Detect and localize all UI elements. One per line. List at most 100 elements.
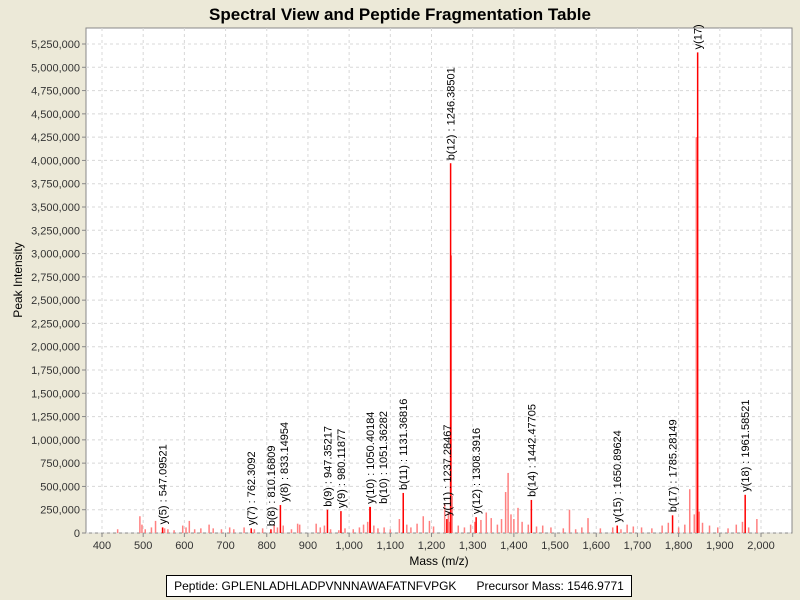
- x-axis: 400 500 600 700 800 900 1,000 1,100 1,200 1,300 1,…: [93, 533, 775, 552]
- y-tick-label: 1,750,000: [31, 365, 80, 377]
- peak: [422, 516, 425, 533]
- peak: [212, 528, 214, 533]
- x-tick-label: 1,600: [582, 540, 610, 552]
- peak: [574, 529, 577, 533]
- x-tick-label: 800: [258, 540, 276, 552]
- annotated-peak: [270, 529, 272, 533]
- peak: [352, 529, 354, 533]
- y-tick-label: 250,000: [40, 505, 80, 517]
- x-tick-label: 400: [93, 540, 111, 552]
- annotations: y(5) : 547.09521 y(7) : 762.3092 b(8) : 81…: [158, 24, 753, 526]
- y-tick-label: 4,250,000: [31, 132, 80, 144]
- peptide-sequence: Peptide: GPLENLADHLADPVNNNAWAFATNFVPGK: [174, 579, 457, 593]
- peak: [550, 527, 552, 533]
- chart-title: Spectral View and Peptide Fragmentation …: [209, 5, 591, 24]
- peak: [581, 527, 583, 533]
- peak: [228, 527, 231, 533]
- peak: [173, 530, 175, 533]
- peak-annotation: y(8) : 833.14954: [279, 422, 291, 502]
- peak-annotation: y(9) : 980.11877: [336, 429, 348, 508]
- peak: [338, 530, 340, 533]
- y-axis-label: Peak Intensity: [11, 242, 25, 317]
- x-tick-label: 1,900: [706, 540, 734, 552]
- peak: [535, 526, 538, 533]
- peak: [253, 529, 256, 533]
- annotated-peak: [475, 517, 477, 533]
- peak: [727, 528, 729, 533]
- peak-annotation: y(10) : 1050.40184: [365, 412, 377, 504]
- annotated-peak: [340, 511, 342, 533]
- peak: [640, 527, 643, 533]
- peak: [383, 527, 385, 533]
- peak: [741, 521, 744, 533]
- peak-annotation: y(5) : 547.09521: [158, 444, 170, 524]
- y-tick-label: 4,750,000: [31, 86, 80, 98]
- y-tick-label: 1,000,000: [31, 435, 80, 447]
- peak: [193, 529, 196, 533]
- peak: [410, 527, 412, 533]
- peak-annotation: y(12) : 1308.3916: [471, 428, 483, 514]
- peak: [323, 525, 326, 533]
- peak: [416, 523, 418, 533]
- peak: [480, 519, 482, 533]
- peak: [496, 524, 499, 533]
- peak-annotation: b(9) : 947.35217: [322, 426, 334, 507]
- y-tick-label: 5,000,000: [31, 62, 80, 74]
- legend-box: Peptide: GPLENLADHLADPVNNNAWAFATNFVPGK P…: [166, 575, 632, 597]
- peak: [717, 527, 719, 533]
- annotated-peak: [161, 527, 164, 533]
- peak: [366, 521, 369, 533]
- peak: [282, 525, 284, 533]
- peak: [344, 528, 346, 533]
- peak: [747, 527, 750, 533]
- peak: [150, 527, 153, 533]
- peak: [144, 529, 146, 533]
- peak: [443, 503, 446, 533]
- peak: [208, 524, 210, 533]
- peak: [620, 529, 622, 533]
- peak: [319, 527, 322, 533]
- peak: [296, 523, 299, 533]
- peak: [406, 524, 408, 533]
- peak: [661, 525, 663, 533]
- peak: [398, 519, 401, 533]
- y-tick-label: 2,000,000: [31, 342, 80, 354]
- peak: [611, 527, 614, 533]
- peak: [469, 524, 472, 533]
- peak: [298, 524, 301, 533]
- peak: [599, 528, 602, 533]
- peak: [181, 525, 184, 533]
- peak-annotation: b(11) : 1131.36816: [398, 399, 410, 490]
- peak: [693, 514, 696, 533]
- peak-annotation: y(11) : 1237.28467: [442, 424, 454, 516]
- x-tick-label: 900: [299, 540, 317, 552]
- y-tick-label: 4,000,000: [31, 155, 80, 167]
- peak-annotation: b(12) : 1246.38501: [446, 67, 458, 160]
- y-tick-label: 500,000: [40, 481, 80, 493]
- peak: [243, 527, 245, 533]
- y-tick-label: 2,500,000: [31, 295, 80, 307]
- y-tick-label: 5,250,000: [31, 39, 80, 51]
- peak: [473, 521, 476, 533]
- peak: [510, 514, 512, 533]
- peak: [667, 522, 670, 533]
- peak: [677, 527, 680, 533]
- peak: [698, 511, 700, 533]
- peak-annotation: b(14) : 1442.47705: [526, 404, 538, 497]
- x-tick-label: 1,400: [500, 540, 528, 552]
- peak: [708, 525, 711, 533]
- peak: [428, 520, 431, 533]
- x-tick-label: 1,300: [459, 540, 487, 552]
- peak: [389, 529, 392, 533]
- annotated-peak: [696, 52, 699, 533]
- peak: [684, 524, 686, 533]
- x-tick-label: 1,200: [418, 540, 446, 552]
- annotated-peak: [744, 494, 746, 533]
- peak: [651, 528, 653, 533]
- peak: [463, 527, 466, 533]
- peak: [513, 519, 515, 533]
- peaks: [116, 52, 758, 534]
- peak: [261, 528, 264, 533]
- y-axis: 0 250,000 500,000 750,000 1,000,000 1,250,000…: [31, 39, 86, 540]
- y-tick-label: 0: [74, 528, 80, 540]
